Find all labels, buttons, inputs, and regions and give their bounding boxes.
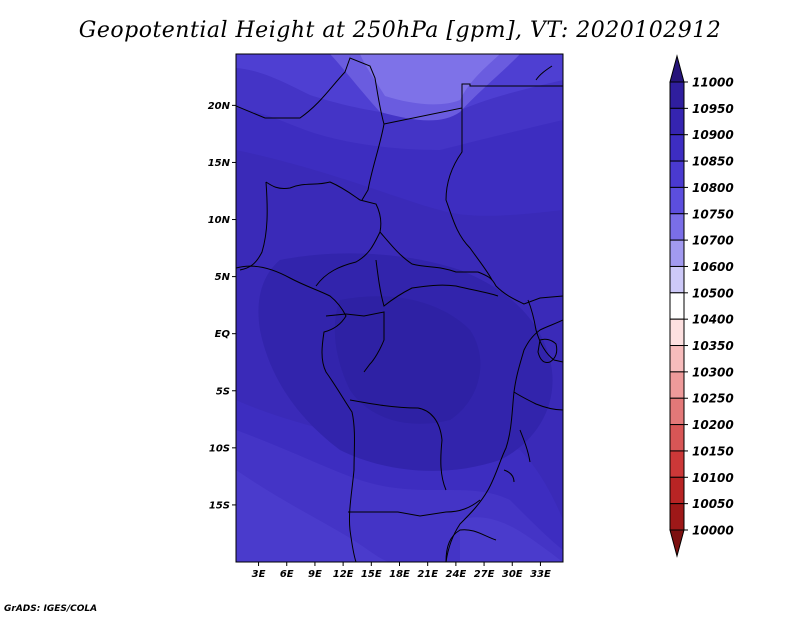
colorbar-segment-13 (669, 397, 685, 426)
lat-tick-label-15s: 15S (209, 500, 230, 511)
border-car-south (375, 259, 499, 307)
colorbar-label-10800: 10800 (692, 181, 734, 195)
colorbar-label-10700: 10700 (692, 234, 734, 248)
colorbar-cap-top (669, 54, 685, 83)
colorbar-segment-7 (669, 239, 685, 267)
border-nigeria (265, 181, 382, 287)
lake-victoria (537, 338, 558, 363)
colorbar-segment-15 (669, 450, 685, 478)
lon-tick-label-27e: 27E (474, 569, 495, 580)
field-low-central-core (334, 296, 481, 424)
height-field (236, 54, 563, 562)
colorbar-label-10900: 10900 (692, 128, 734, 142)
longitude-axis: 3E 6E 9E 12E 15E 18E 21E 24E 27E 30E 33E (252, 562, 551, 580)
colorbar-segment-4 (669, 160, 685, 188)
lon-tick-label-9e: 9E (308, 569, 322, 580)
colorbar-label-10200: 10200 (692, 418, 734, 432)
colorbar-label-10750: 10750 (692, 207, 734, 221)
border-tanzania (513, 391, 563, 411)
lon-tick-label-3e: 3E (252, 569, 266, 580)
colorbar-segment-12 (669, 371, 685, 399)
lon-tick-label-12e: 12E (333, 569, 354, 580)
lat-tick-label-15n: 15N (208, 158, 231, 169)
lon-tick-label-30e: 30E (502, 569, 523, 580)
field-high-north-core (360, 54, 500, 105)
lat-tick-label-5s: 5S (216, 386, 230, 397)
colorbar-label-10850: 10850 (692, 155, 734, 169)
colorbar-label-10000: 10000 (692, 524, 734, 538)
map-title: Geopotential Height at 250hPa [gpm], VT:… (78, 18, 722, 43)
border-chad-sudan (445, 108, 493, 281)
colorbar-segment-6 (669, 213, 685, 241)
border-car-north (379, 231, 563, 305)
border-angola-drc (349, 399, 447, 491)
lon-tick-label-24e: 24E (446, 569, 467, 580)
coastline-west (236, 265, 357, 562)
field-band-south-east (460, 517, 563, 562)
lake-kariba (503, 469, 515, 483)
colorbar-segment-16 (669, 476, 685, 505)
colorbar-label-11000: 11000 (692, 76, 734, 90)
lake-malawi (519, 429, 531, 463)
colorbar-segment-5 (669, 186, 685, 215)
boundaries (236, 54, 563, 562)
colorbar-segment-17 (669, 503, 685, 531)
latitude-axis: 20N 15N 10N 5N EQ 5S 10S 15S (208, 101, 236, 511)
border-zambia-south (445, 529, 497, 562)
colorbar-label-10600: 10600 (692, 260, 734, 274)
lon-tick-label-21e: 21E (417, 569, 438, 580)
colorbar-label-10400: 10400 (692, 313, 734, 327)
colorbar: 11000 10950 10900 10850 10800 10750 10700 10600… (669, 54, 734, 558)
colorbar-segment-8 (669, 265, 685, 294)
lon-tick-label-15e: 15E (361, 569, 382, 580)
lake-margin-east (445, 319, 563, 562)
colorbar-cap-bottom (669, 529, 685, 558)
colorbar-segment-14 (669, 424, 685, 452)
colorbar-label-10500: 10500 (692, 286, 734, 300)
colorbar-label-10100: 10100 (692, 471, 734, 485)
lat-tick-label-eq: EQ (215, 329, 231, 340)
colorbar-label-10300: 10300 (692, 365, 734, 379)
border-sahel-west (236, 57, 385, 201)
colorbar-label-10950: 10950 (692, 102, 734, 116)
border-zambia (348, 499, 481, 517)
lat-tick-label-10s: 10S (209, 443, 230, 454)
colorbar-label-10350: 10350 (692, 339, 734, 353)
lon-tick-label-33e: 33E (530, 569, 551, 580)
lon-tick-label-6e: 6E (280, 569, 294, 580)
border-gabon-congo (325, 311, 385, 373)
colorbar-segment-1 (669, 81, 685, 109)
colorbar-segment-3 (669, 134, 685, 162)
colorbar-segment-9 (669, 292, 685, 320)
border-uganda-kenya (527, 299, 563, 363)
border-benin-togo (239, 181, 268, 271)
colorbar-segment-11 (669, 345, 685, 373)
border-sahel-east (383, 83, 563, 125)
lat-tick-label-5n: 5N (215, 272, 231, 283)
grads-credit: GrADS: IGES/COLA (4, 604, 98, 614)
colorbar-label-10150: 10150 (692, 444, 734, 458)
coast-red-sea (535, 65, 553, 81)
lon-tick-label-18e: 18E (389, 569, 410, 580)
colorbar-segment-2 (669, 107, 685, 136)
colorbar-label-10250: 10250 (692, 392, 734, 406)
colorbar-label-10050: 10050 (692, 497, 734, 511)
lat-tick-label-20n: 20N (208, 101, 231, 112)
lat-tick-label-10n: 10N (208, 215, 231, 226)
colorbar-segment-10 (669, 318, 685, 347)
